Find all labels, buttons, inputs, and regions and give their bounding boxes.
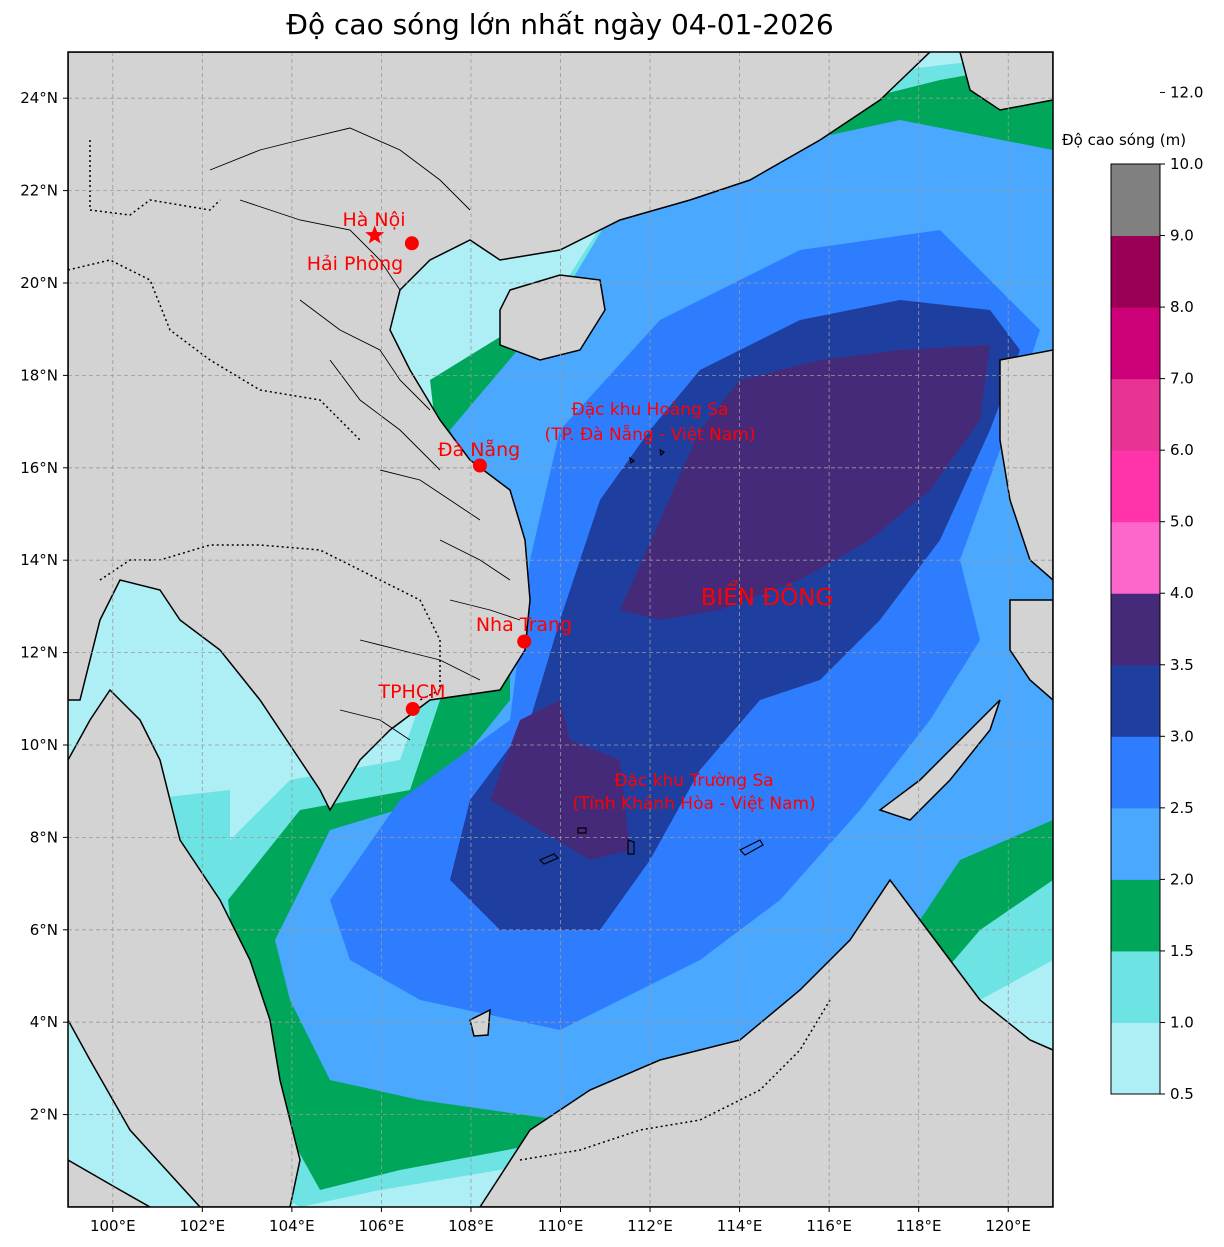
lon-tick-label: 120°E: [985, 1217, 1031, 1235]
city-marker-dot: [404, 236, 419, 251]
lat-tick-label: 8°N: [30, 828, 58, 846]
province-borders: [209, 127, 521, 741]
colorbar-segment: [1111, 521, 1160, 594]
colorbar-title: Độ cao sóng (m): [1062, 131, 1187, 149]
lon-tick-label: 100°E: [90, 1217, 136, 1235]
colorbar-segment: [1111, 1022, 1160, 1095]
colorbar-segment: [1111, 736, 1160, 809]
colorbar-segment: [1111, 235, 1160, 308]
city-marker-dot: [517, 634, 532, 649]
colorbar-tick-label: 6.0: [1170, 441, 1194, 459]
lon-tick-label: 106°E: [359, 1217, 405, 1235]
colorbar-tick-label: 10.0: [1170, 155, 1203, 173]
lat-tick-label: 2°N: [30, 1106, 58, 1124]
lat-tick-label: 22°N: [20, 182, 58, 200]
annotation-truong-sa-line1: Đặc khu Trường Sa: [614, 771, 773, 791]
city-markers: [365, 225, 532, 716]
city-label-nha-trang: Nha Trang: [476, 614, 572, 636]
colorbar-tick-label: 3.5: [1170, 656, 1194, 674]
wave-band-3.5-4.0-south: [490, 700, 630, 860]
colorbar-tick-label: 12.0: [1170, 83, 1203, 101]
lat-tick-label: 16°N: [20, 459, 58, 477]
lat-tick-labels: 2°N 4°N 6°N 8°N 10°N 12°N 14°N 16°N 18°N 20°N 22°N…: [20, 89, 68, 1124]
lat-tick-label: 12°N: [20, 644, 58, 662]
city-label-hai-phong: Hải Phòng: [307, 253, 403, 275]
annotation-hoang-sa-line2: (TP. Đà Nẵng - Việt Nam): [545, 424, 756, 445]
colorbar-tick-label: 9.0: [1170, 227, 1194, 245]
colorbar-segment: [1111, 879, 1160, 952]
colorbar-frame: [1110, 163, 1161, 1095]
colorbar-segment: [1111, 807, 1160, 880]
colorbar-tick-label: 5.0: [1170, 513, 1194, 531]
lat-tick-label: 10°N: [20, 736, 58, 754]
islands: [538, 448, 764, 865]
lon-tick-label: 112°E: [627, 1217, 673, 1235]
wave-band-3.5-4.0: [620, 345, 990, 620]
graticule: [68, 52, 1053, 1207]
lat-tick-label: 24°N: [20, 89, 58, 107]
colorbar-tick-label: 4.0: [1170, 584, 1194, 602]
colorbar-tick-label: 7.0: [1170, 370, 1194, 388]
colorbar-tick-label: 1.5: [1170, 942, 1194, 960]
colorbar-segment: [1111, 378, 1160, 451]
lat-tick-label: 6°N: [30, 921, 58, 939]
map-title: Độ cao sóng lớn nhất ngày 04-01-2026: [286, 8, 834, 41]
lat-tick-label: 14°N: [20, 551, 58, 569]
city-marker-dot: [472, 458, 487, 473]
colorbar-segment: [1111, 450, 1160, 523]
colorbar-segment: [1111, 593, 1160, 666]
city-label-ha-noi: Hà Nội: [342, 209, 405, 231]
lat-tick-label: 20°N: [20, 274, 58, 292]
city-label-tphcm: TPHCM: [377, 681, 445, 703]
city-label-da-nang: Đà Nẵng: [438, 438, 520, 461]
colorbar-tick-label: 8.0: [1170, 298, 1194, 316]
annotation-hoang-sa-line1: Đặc khu Hoàng Sa: [572, 400, 729, 420]
lon-tick-label: 104°E: [269, 1217, 315, 1235]
lon-tick-labels: 100°E 102°E 104°E 106°E 108°E 110°E 112°E 114°E…: [90, 1207, 1031, 1235]
lat-tick-label: 18°N: [20, 366, 58, 384]
colorbar: 0.5 1.0 1.5 2.0 2.5 3.0 3.5 4.0 5.0 6.0 7.0 8.0 9.0 1…: [1110, 83, 1203, 1103]
colorbar-tick-label: 1.0: [1170, 1013, 1194, 1031]
national-borders: [68, 140, 831, 1161]
lon-tick-label: 102°E: [180, 1217, 226, 1235]
sea-name-label: BIỂN ĐÔNG: [701, 581, 834, 611]
lon-tick-label: 114°E: [717, 1217, 763, 1235]
lon-tick-label: 108°E: [448, 1217, 494, 1235]
lon-tick-label: 110°E: [538, 1217, 584, 1235]
land: [68, 52, 1053, 1207]
colorbar-tick-label: 2.5: [1170, 799, 1194, 817]
city-marker-dot: [405, 701, 420, 716]
colorbar-segment: [1111, 164, 1160, 237]
colorbar-tick-label: 3.0: [1170, 727, 1194, 745]
lon-tick-label: 118°E: [896, 1217, 942, 1235]
colorbar-segment: [1111, 307, 1160, 380]
lon-tick-label: 116°E: [806, 1217, 852, 1235]
colorbar-tick-label: 0.5: [1170, 1085, 1194, 1103]
colorbar-tick-label: 2.0: [1170, 870, 1194, 888]
colorbar-segment: [1111, 950, 1160, 1023]
lat-tick-label: 4°N: [30, 1013, 58, 1031]
city-marker-star: [365, 225, 385, 244]
colorbar-segment: [1111, 664, 1160, 737]
annotation-truong-sa-line2: (Tỉnh Khánh Hòa - Việt Nam): [572, 794, 815, 814]
